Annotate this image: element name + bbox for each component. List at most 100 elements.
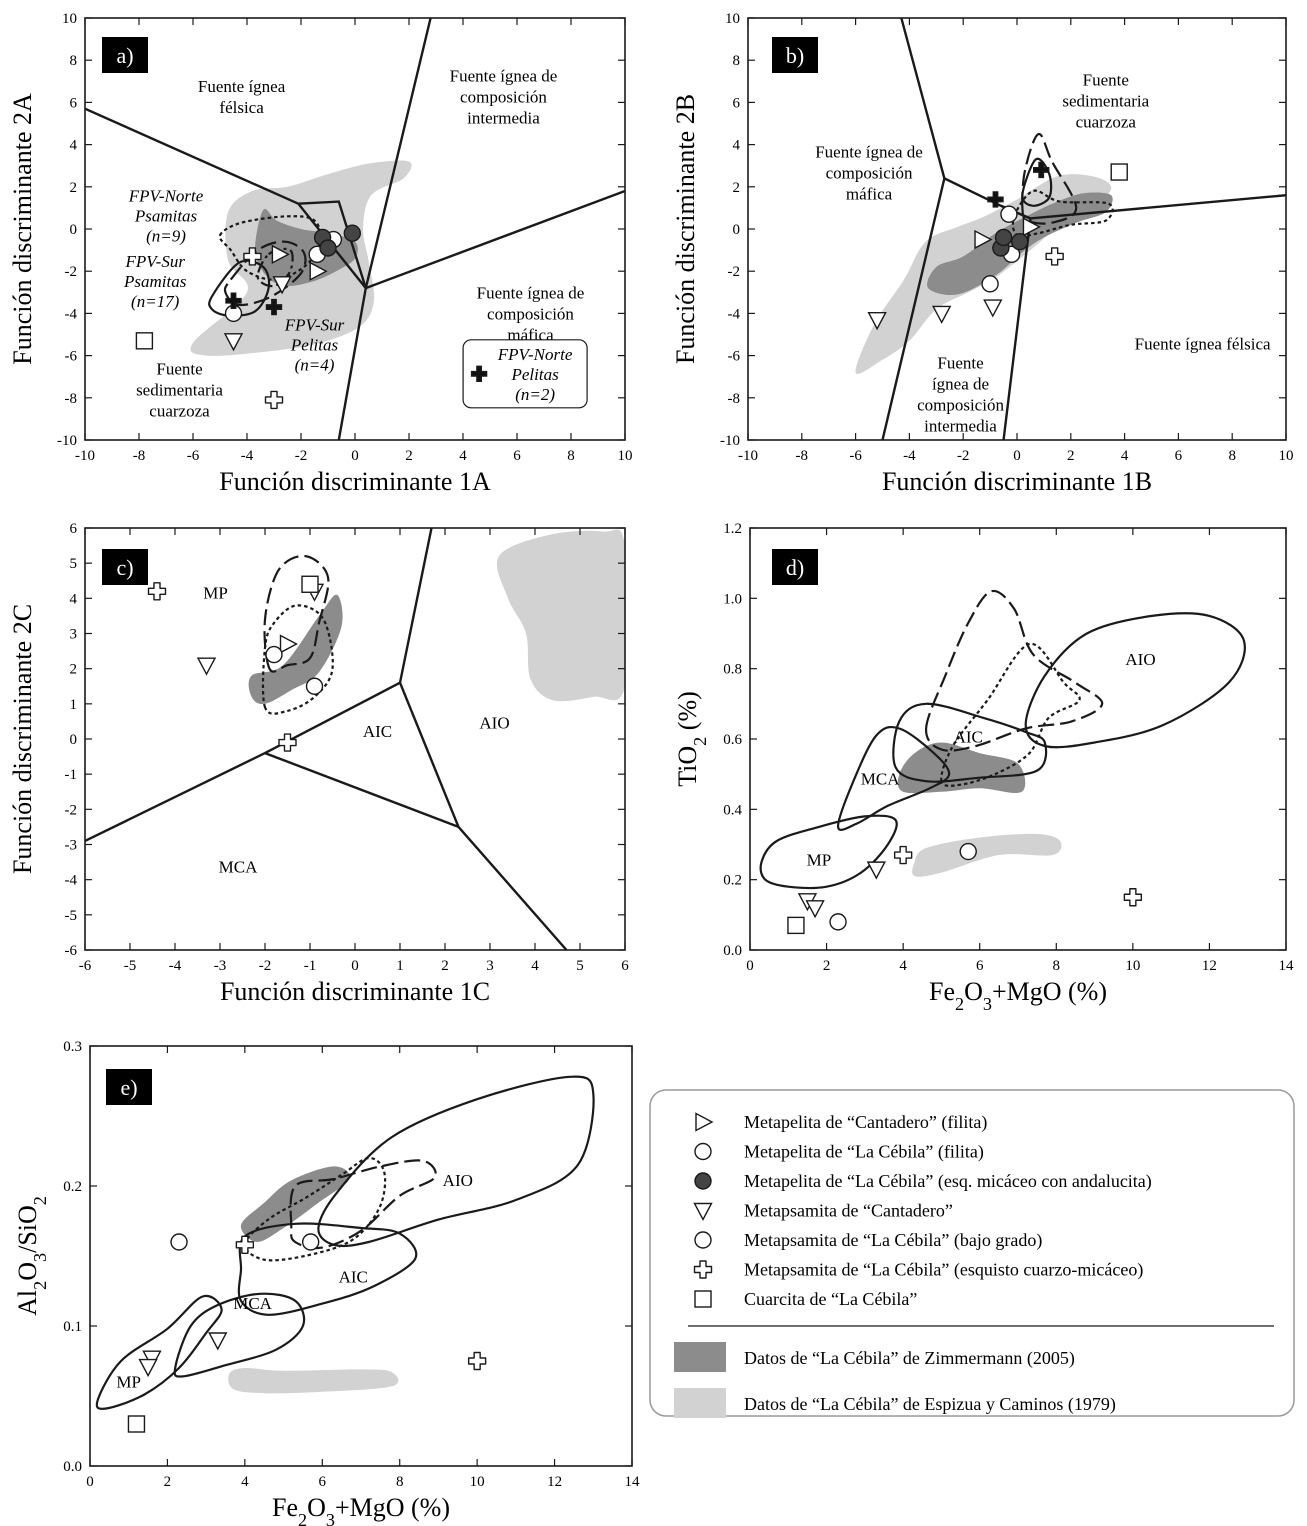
y-tick-label: 5: [70, 556, 78, 572]
x-tick-label: -6: [79, 958, 92, 974]
data-point-triangle-down: [805, 900, 825, 919]
data-point-circle-open: [265, 645, 283, 664]
y-axis-title: Al2O3/SiO2: [13, 1196, 50, 1316]
data-point-triangle-right: [279, 634, 298, 654]
x-tick-label: -8: [796, 448, 809, 464]
data-point-circle-filled: [1010, 232, 1029, 251]
panel-label: c): [116, 555, 133, 580]
envelope-solid: [317, 1075, 595, 1248]
envelope-solid: [836, 725, 951, 831]
group-annotation: FPV-Norte Psamitas (n=9): [128, 187, 204, 246]
panel-label: a): [116, 43, 133, 68]
region-label: AIO: [1125, 650, 1155, 669]
y-tick-label: 0.0: [723, 943, 742, 959]
x-tick-label: 0: [351, 448, 359, 464]
panel-d: 0 2 4 6 8 10 12 14 0.0 0.2 0.4 0.6 0.8 1.0 1.2 Fe2O3+Mg…: [673, 521, 1294, 1014]
data-point-cross-open: [264, 390, 284, 410]
y-tick-label: 2: [70, 662, 78, 678]
x-tick-label: -1: [304, 958, 317, 974]
data-point-circle-open: [829, 913, 847, 931]
group-annotation: FPV-Sur Psamitas (n=17): [123, 252, 187, 311]
legend-swatch-area-dark: [674, 1342, 726, 1372]
y-tick-label: 4: [70, 138, 78, 154]
data-point-cross-filled: [225, 292, 242, 309]
data-point-circle-open: [1000, 205, 1018, 223]
y-tick-label: 4: [733, 138, 741, 154]
y-tick-label: -4: [65, 306, 78, 322]
y-tick-label: 0: [70, 732, 78, 748]
panel-e: 0 2 4 6 8 10 12 14 0.0 0.1 0.2 0.3 Fe2O3+MgO (%) Al2O…: [13, 1039, 640, 1526]
y-tick-label: 0.2: [63, 1179, 82, 1195]
region-label: MP: [203, 583, 228, 602]
region-label: AIO: [443, 1171, 473, 1190]
x-tick-label: -4: [903, 448, 916, 464]
legend-marker-triangle-down: [693, 1202, 713, 1221]
envelope-dotted: [261, 604, 334, 715]
field-boundary: [264, 751, 568, 950]
region-label: Fuente sedimentaria cuarzoza: [136, 360, 223, 421]
field-boundary: [365, 189, 625, 290]
panel-c: -6 -5 -4 -3 -2 -1 0 1 2 3 4 5 6 -6 -5 -4 -3 -2 -1 0 1 2 3 4 5 6 Fu…: [8, 521, 629, 1006]
envelope-solid: [173, 1292, 306, 1378]
panel-label: e): [120, 1075, 137, 1100]
field-boundary: [85, 528, 433, 843]
y-tick-label: 0.6: [723, 732, 742, 748]
y-tick-label: -10: [720, 433, 740, 449]
y-tick-label: 6: [733, 95, 741, 111]
area-espizua-caminos: [496, 529, 625, 702]
x-tick-label: 12: [547, 1474, 562, 1490]
data-point-cross-open: [467, 1351, 487, 1371]
legend-item-label: Metapsamita de “Cantadero”: [744, 1201, 953, 1221]
x-tick-label: 14: [625, 1474, 641, 1490]
panel-label-box: [102, 549, 148, 585]
legend: Metapelita de “Cantadero” (filita) Metape…: [649, 1089, 1295, 1418]
data-point-triangle-down: [272, 276, 292, 295]
y-tick-label: 0.8: [723, 662, 742, 678]
legend-marker-circle-open: [694, 1142, 712, 1161]
y-tick-label: 2: [70, 180, 78, 196]
x-tick-label: 8: [1228, 448, 1236, 464]
y-tick-label: -4: [65, 873, 78, 889]
x-tick-label: 8: [396, 1474, 404, 1490]
x-tick-label: 5: [576, 958, 584, 974]
region-label: Fuente ígnea de composición intermedia: [917, 353, 1004, 435]
x-tick-label: 4: [1121, 448, 1129, 464]
area-espizua-caminos: [912, 833, 1062, 877]
legend-marker-circle-filled: [694, 1172, 712, 1190]
y-tick-label: 1.2: [723, 521, 742, 537]
y-axis-title: TiO2 (%): [673, 691, 710, 787]
group-annotation: FPV-Sur Pelitas (n=4): [284, 315, 345, 374]
envelope-long: [924, 589, 1104, 752]
legend-item-label: Metapsamita de “La Cébila” (bajo grado): [744, 1230, 1042, 1251]
data-point-circle-open: [301, 1233, 320, 1251]
data-point-cross-open: [147, 582, 167, 601]
data-point-triangle-right: [309, 261, 328, 281]
y-tick-label: -1: [65, 767, 78, 783]
x-axis-title: Función discriminante 1C: [220, 977, 490, 1006]
legend-item-label: Metapelita de “Cantadero” (filita): [744, 1112, 987, 1133]
envelope-long: [263, 554, 330, 673]
data-point-circle-open: [981, 275, 999, 293]
region-label: Fuente ígnea félsica: [198, 77, 286, 117]
legend-marker-circle-open: [694, 1231, 712, 1249]
data-point-cross-open: [1045, 247, 1064, 266]
x-tick-label: 10: [470, 1474, 485, 1490]
data-point-square-open: [787, 916, 805, 935]
y-axis-title: Función discriminante 2C: [8, 604, 37, 874]
panel-a: -10 -8 -6 -4 -2 0 2 4 6 8 10 -10 -8 -6 -4 -2 0 2 4 6 8 10 Func…: [8, 11, 633, 496]
x-tick-label: 10: [1125, 958, 1140, 974]
y-tick-label: -8: [65, 391, 78, 407]
data-point-triangle-down: [138, 1358, 158, 1378]
x-tick-label: 10: [1279, 448, 1294, 464]
y-tick-label: -2: [65, 264, 78, 280]
x-tick-label: -2: [957, 448, 970, 464]
y-tick-label: 0.2: [723, 873, 742, 889]
y-tick-label: -6: [728, 349, 741, 365]
y-tick-label: 6: [70, 521, 78, 537]
envelope-dotted: [243, 1156, 387, 1262]
y-tick-label: 3: [70, 627, 78, 643]
y-tick-label: -10: [57, 433, 77, 449]
data-point-triangle-down: [196, 657, 217, 676]
y-tick-label: 1.0: [723, 591, 742, 607]
y-tick-label: -6: [65, 943, 78, 959]
